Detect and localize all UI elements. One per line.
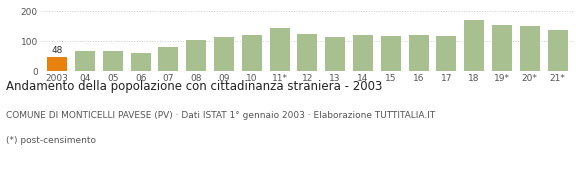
Bar <box>103 51 123 71</box>
Bar <box>325 37 345 71</box>
Text: COMUNE DI MONTICELLI PAVESE (PV) · Dati ISTAT 1° gennaio 2003 · Elaborazione TUT: COMUNE DI MONTICELLI PAVESE (PV) · Dati … <box>6 110 435 120</box>
Bar <box>186 40 206 71</box>
Text: Andamento della popolazione con cittadinanza straniera - 2003: Andamento della popolazione con cittadin… <box>6 80 382 93</box>
Bar <box>353 35 373 71</box>
Bar <box>214 37 234 71</box>
Bar <box>130 53 151 71</box>
Bar <box>464 20 484 71</box>
Bar <box>47 57 67 71</box>
Bar <box>242 35 262 71</box>
Bar <box>270 28 289 71</box>
Bar <box>380 36 401 71</box>
Bar <box>408 35 429 71</box>
Bar <box>436 36 456 71</box>
Bar <box>492 25 512 71</box>
Bar <box>75 51 95 71</box>
Text: (*) post-censimento: (*) post-censimento <box>6 136 96 145</box>
Bar <box>520 26 540 71</box>
Bar <box>548 30 567 71</box>
Bar <box>298 34 317 71</box>
Text: 48: 48 <box>52 46 63 55</box>
Bar <box>158 47 179 71</box>
